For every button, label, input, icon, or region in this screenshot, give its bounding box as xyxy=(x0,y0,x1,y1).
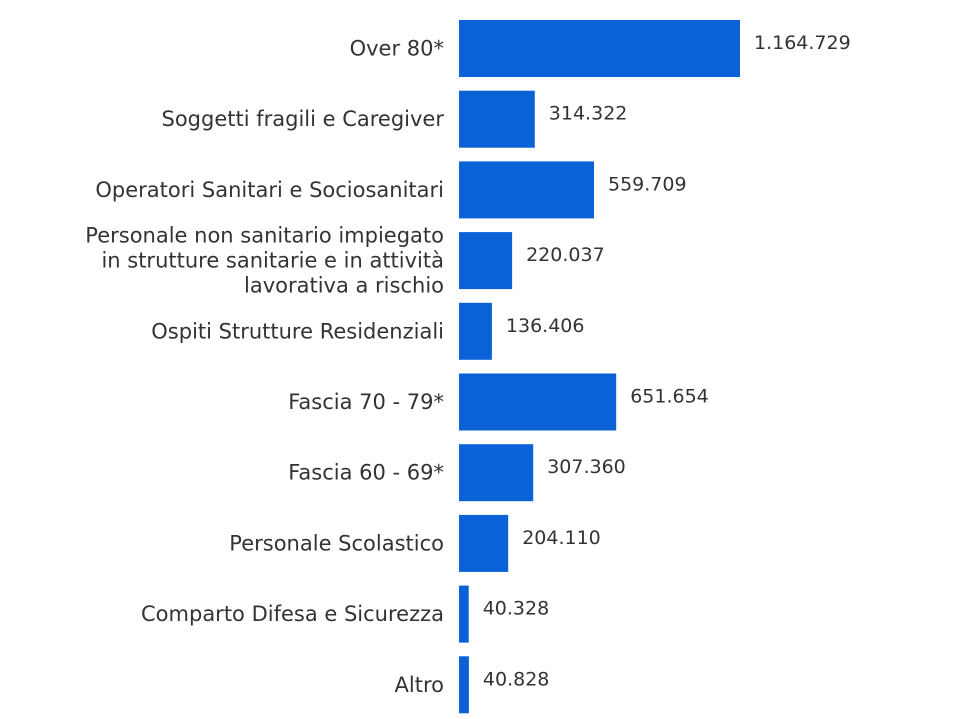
category-label-line: Ospiti Strutture Residenziali xyxy=(151,319,444,343)
bar-0 xyxy=(459,20,740,77)
bar-5 xyxy=(459,373,617,431)
value-label-0: 1.164.729 xyxy=(754,32,851,54)
category-label-line: Altro xyxy=(395,673,444,697)
bar-7 xyxy=(459,514,509,572)
category-label-8: Comparto Difesa e Sicurezza xyxy=(141,602,444,626)
value-labels-group: 1.164.729 314.322 559.709 220.037 136.406 651… xyxy=(483,32,851,690)
bar-2 xyxy=(459,161,594,219)
bar-6 xyxy=(459,444,534,502)
category-label-line: in strutture sanitarie e in attività xyxy=(101,249,444,273)
category-label-line: Operatori Sanitari e Sociosanitari xyxy=(95,178,444,202)
category-label-2: Operatori Sanitari e Sociosanitari xyxy=(95,178,444,202)
bar-9 xyxy=(459,656,469,714)
value-label-7: 204.110 xyxy=(522,527,601,549)
category-label-line: Comparto Difesa e Sicurezza xyxy=(141,602,444,626)
category-label-line: Soggetti fragili e Caregiver xyxy=(161,107,444,131)
category-label-7: Personale Scolastico xyxy=(229,531,444,555)
bar-4 xyxy=(459,302,492,360)
value-label-2: 559.709 xyxy=(608,173,687,195)
value-label-4: 136.406 xyxy=(506,315,585,337)
bars-group xyxy=(459,20,740,714)
category-label-0: Over 80* xyxy=(350,37,444,61)
value-label-9: 40.828 xyxy=(483,668,549,690)
category-label-6: Fascia 60 - 69* xyxy=(288,461,444,485)
value-label-3: 220.037 xyxy=(526,244,605,266)
category-label-line: Fascia 70 - 79* xyxy=(288,390,444,414)
category-labels-group: Over 80* Soggetti fragili e Caregiver Oper… xyxy=(85,37,444,697)
value-label-6: 307.360 xyxy=(547,456,626,478)
category-label-5: Fascia 70 - 79* xyxy=(288,390,444,414)
value-label-5: 651.654 xyxy=(630,386,709,408)
bar-8 xyxy=(459,585,469,643)
category-label-4: Ospiti Strutture Residenziali xyxy=(151,319,444,343)
bar-1 xyxy=(459,90,535,148)
category-label-3: Personale non sanitario impiegato in stru… xyxy=(85,224,444,298)
category-label-line: Personale non sanitario impiegato xyxy=(85,224,444,248)
value-label-1: 314.322 xyxy=(549,103,628,125)
value-label-8: 40.328 xyxy=(483,598,549,620)
category-label-1: Soggetti fragili e Caregiver xyxy=(161,107,444,131)
category-label-line: Personale Scolastico xyxy=(229,531,444,555)
category-label-line: Fascia 60 - 69* xyxy=(288,461,444,485)
category-label-line: lavorativa a rischio xyxy=(244,274,444,298)
category-label-9: Altro xyxy=(395,673,444,697)
bar-3 xyxy=(459,232,513,290)
category-label-line: Over 80* xyxy=(350,37,444,61)
